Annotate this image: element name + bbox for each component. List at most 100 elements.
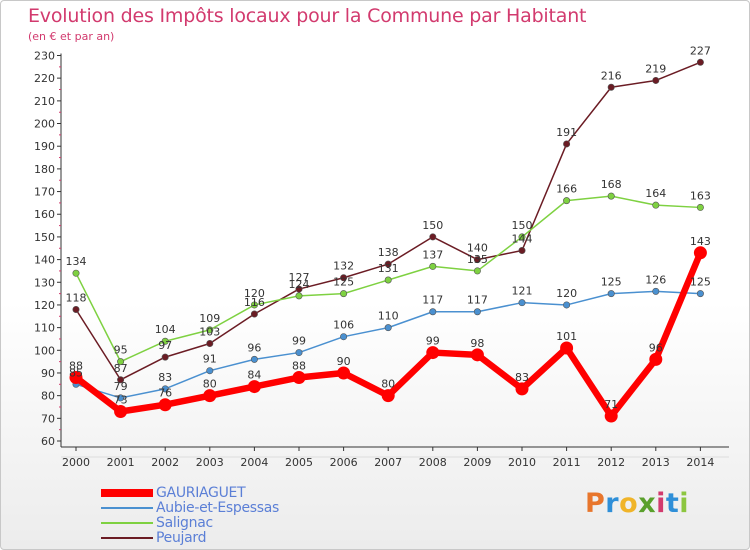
logo-letter: P bbox=[585, 488, 606, 519]
data-label: 125 bbox=[690, 276, 711, 289]
data-label: 219 bbox=[645, 62, 666, 75]
x-tick-label: 2008 bbox=[419, 456, 447, 469]
data-point bbox=[604, 409, 618, 423]
logo-letter: t bbox=[665, 488, 680, 519]
data-point bbox=[563, 140, 571, 148]
data-label: 88 bbox=[69, 360, 83, 373]
data-point bbox=[250, 310, 258, 318]
chart-legend: GAURIAGUET Aubie-et-Espessas Salignac Peuja… bbox=[101, 484, 361, 546]
data-label: 120 bbox=[244, 287, 265, 300]
data-label: 144 bbox=[512, 233, 533, 246]
data-label: 138 bbox=[378, 246, 399, 259]
data-point bbox=[652, 287, 660, 295]
data-point bbox=[473, 256, 481, 264]
data-label: 96 bbox=[247, 341, 261, 354]
logo-letter: o bbox=[619, 488, 639, 519]
x-tick-label: 2004 bbox=[240, 456, 268, 469]
data-point bbox=[473, 267, 481, 275]
data-label: 90 bbox=[337, 355, 351, 368]
data-label: 117 bbox=[422, 294, 443, 307]
data-point bbox=[607, 290, 615, 298]
x-tick-label: 2002 bbox=[151, 456, 179, 469]
data-point bbox=[292, 371, 306, 385]
data-point bbox=[340, 333, 348, 341]
y-tick-label: 180 bbox=[34, 163, 55, 176]
data-label: 73 bbox=[114, 394, 128, 407]
data-point bbox=[649, 352, 663, 366]
x-tick-label: 2014 bbox=[686, 456, 714, 469]
chart-subtitle: (en € et par an) bbox=[28, 30, 115, 43]
legend-swatch bbox=[101, 506, 153, 509]
data-point bbox=[563, 301, 571, 309]
y-tick-label: 70 bbox=[41, 412, 55, 425]
data-label: 163 bbox=[690, 189, 711, 202]
y-tick-label: 190 bbox=[34, 140, 55, 153]
y-tick-label: 210 bbox=[34, 95, 55, 108]
data-point bbox=[295, 349, 303, 357]
data-point bbox=[247, 380, 261, 394]
data-point bbox=[250, 355, 258, 363]
data-point bbox=[473, 308, 481, 316]
data-point bbox=[429, 262, 437, 270]
y-tick-label: 60 bbox=[41, 435, 55, 448]
data-label: 88 bbox=[292, 360, 306, 373]
data-label: 101 bbox=[556, 330, 577, 343]
data-point bbox=[206, 339, 214, 347]
y-tick-label: 200 bbox=[34, 118, 55, 131]
y-tick-label: 100 bbox=[34, 344, 55, 357]
data-label: 137 bbox=[422, 248, 443, 261]
data-point bbox=[117, 358, 125, 366]
x-tick-label: 2010 bbox=[508, 456, 536, 469]
logo-letter: x bbox=[638, 488, 657, 519]
chart-title: Evolution des Impôts locaux pour la Comm… bbox=[28, 5, 587, 27]
data-label: 216 bbox=[601, 69, 622, 82]
y-tick-label: 230 bbox=[34, 50, 55, 63]
data-label: 134 bbox=[66, 255, 87, 268]
data-label: 71 bbox=[604, 398, 618, 411]
data-point bbox=[652, 201, 660, 209]
y-tick-label: 220 bbox=[34, 72, 55, 85]
data-point bbox=[72, 305, 80, 313]
legend-item: Peujard bbox=[101, 529, 361, 546]
line-chart: 60 70 80 90 100 110 120 130 140 150 160 170 180 190 20… bbox=[34, 44, 729, 469]
data-label: 143 bbox=[690, 235, 711, 248]
x-tick-label: 2013 bbox=[642, 456, 670, 469]
logo-letter: i bbox=[679, 488, 690, 519]
data-point bbox=[518, 233, 526, 241]
x-tick-label: 2000 bbox=[62, 456, 90, 469]
data-label: 168 bbox=[601, 178, 622, 191]
data-point bbox=[381, 389, 395, 403]
data-point bbox=[429, 308, 437, 316]
data-label: 103 bbox=[199, 325, 220, 338]
legend-label: Peujard bbox=[156, 529, 207, 546]
legend-label: GAURIAGUET bbox=[156, 484, 246, 501]
data-point bbox=[72, 269, 80, 277]
legend-item: Salignac bbox=[101, 514, 361, 531]
data-label: 85 bbox=[69, 366, 83, 379]
legend-label: Salignac bbox=[156, 514, 213, 531]
legend-swatch bbox=[101, 488, 153, 497]
data-label: 80 bbox=[203, 378, 217, 391]
data-label: 140 bbox=[467, 242, 488, 255]
data-point bbox=[384, 276, 392, 284]
proxiti-logo: Proxiti bbox=[585, 488, 689, 519]
data-label: 118 bbox=[66, 291, 87, 304]
data-point bbox=[203, 389, 217, 403]
data-point bbox=[340, 290, 348, 298]
data-point bbox=[161, 385, 169, 393]
y-tick-label: 140 bbox=[34, 254, 55, 267]
x-tick-label: 2009 bbox=[463, 456, 491, 469]
y-tick-label: 170 bbox=[34, 186, 55, 199]
data-point bbox=[340, 274, 348, 282]
legend-item: Aubie-et-Espessas bbox=[101, 500, 361, 516]
data-point bbox=[337, 366, 351, 380]
data-label: 191 bbox=[556, 126, 577, 139]
x-tick-label: 2003 bbox=[196, 456, 224, 469]
data-point bbox=[652, 76, 660, 84]
legend-item: GAURIAGUET bbox=[101, 484, 361, 501]
data-label: 80 bbox=[381, 378, 395, 391]
data-label: 99 bbox=[426, 335, 440, 348]
data-point bbox=[560, 341, 574, 355]
data-label: 150 bbox=[512, 219, 533, 232]
data-label: 117 bbox=[467, 294, 488, 307]
